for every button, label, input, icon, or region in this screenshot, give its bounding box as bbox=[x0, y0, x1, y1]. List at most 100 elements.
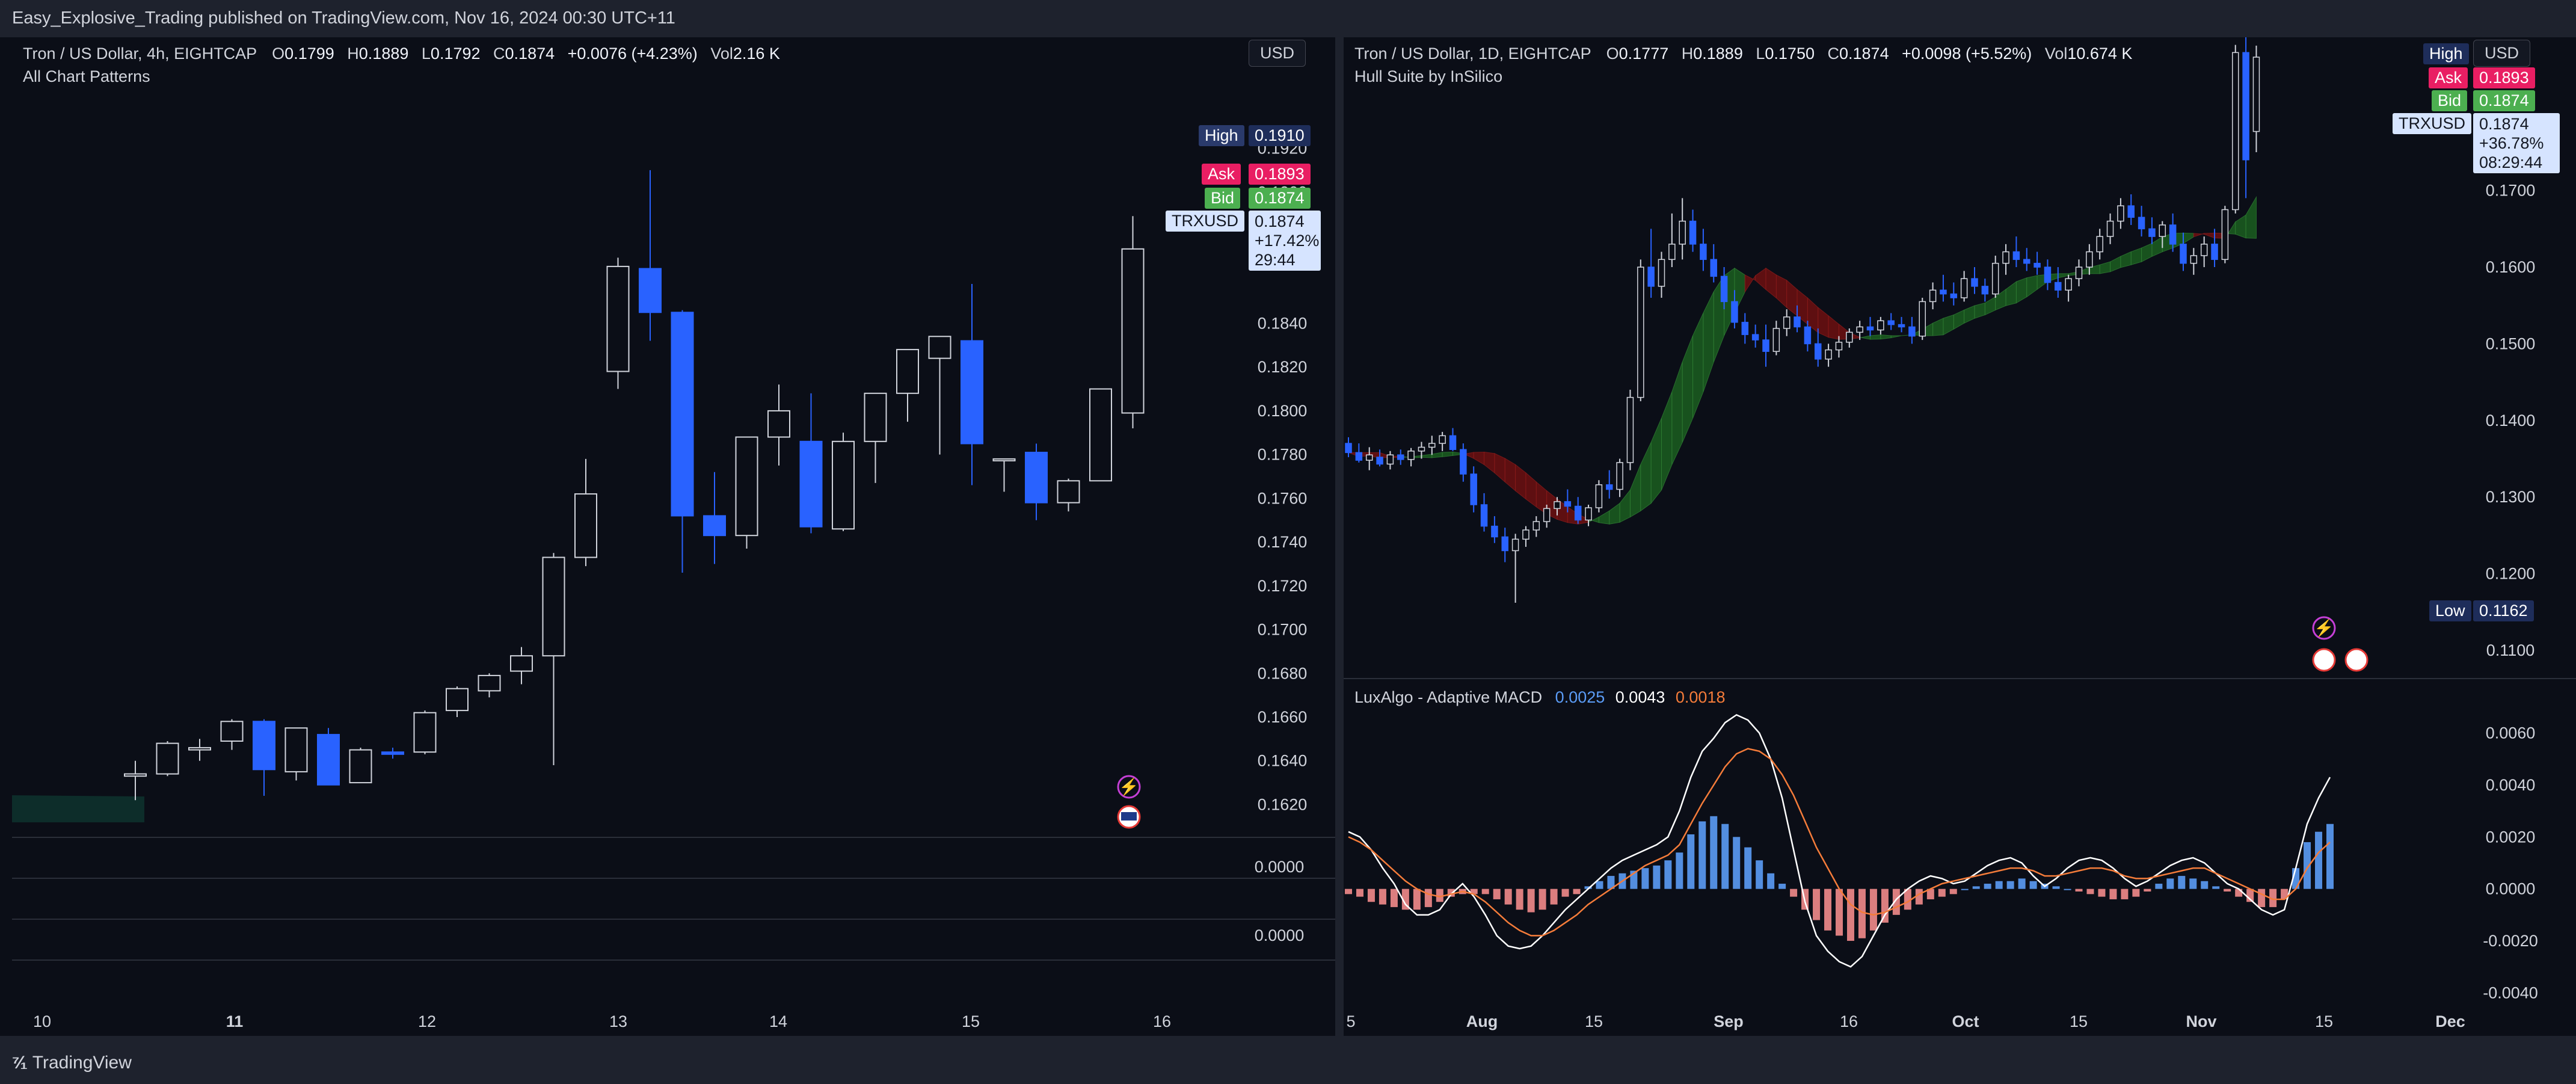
macd-histogram-bar bbox=[1858, 888, 1866, 938]
candle-body bbox=[1856, 326, 1863, 333]
candle-body bbox=[1365, 454, 1373, 461]
right-y-tick: 0.1300 bbox=[2486, 488, 2536, 506]
left-y-tick: 0.1660 bbox=[1258, 708, 1308, 726]
macd-histogram-bar bbox=[1550, 888, 1558, 905]
macd-histogram-bar bbox=[2326, 824, 2334, 889]
left-ohlc-legend: Tron / US Dollar, 4h, EIGHTCAP O0.1799 H… bbox=[23, 45, 780, 63]
right-countdown: 08:29:44 bbox=[2479, 153, 2543, 171]
right-ohlc-legend: Tron / US Dollar, 1D, EIGHTCAP O0.1777 H… bbox=[1354, 45, 2132, 63]
candle-body bbox=[1751, 334, 1759, 340]
candle-body bbox=[349, 749, 372, 784]
macd-histogram-bar bbox=[2121, 888, 2129, 899]
candle-body bbox=[896, 349, 919, 394]
candle-body bbox=[1835, 342, 1843, 351]
candle-body bbox=[220, 721, 244, 742]
candle-body bbox=[832, 440, 855, 530]
lightning-event-icon: ⚡ bbox=[1119, 777, 1139, 796]
macd-title[interactable]: LuxAlgo - Adaptive MACD bbox=[1354, 688, 1543, 706]
left-currency-button[interactable]: USD bbox=[1249, 40, 1306, 67]
candle-body bbox=[2211, 244, 2218, 260]
candle-body bbox=[1543, 508, 1551, 522]
right-y-tick: 0.1700 bbox=[2486, 182, 2536, 200]
right-x-tick: 15 bbox=[1585, 1012, 1603, 1030]
hull-band-segment bbox=[1431, 452, 1443, 458]
macd-histogram-bar bbox=[1573, 888, 1581, 895]
candle-body bbox=[2190, 255, 2198, 264]
right-indicator-name[interactable]: Hull Suite by InSilico bbox=[1354, 67, 1503, 85]
candle-body bbox=[478, 674, 501, 692]
macd-histogram-bar bbox=[2018, 878, 2026, 889]
left-sub-value: 0.0000 bbox=[1255, 926, 1305, 944]
hull-band-segment bbox=[2015, 277, 2027, 304]
macd-histogram-bar bbox=[1607, 876, 1615, 889]
right-low-tag-label: Low bbox=[2429, 600, 2471, 621]
right-chart-pane[interactable]: 0.1700 0.1600 0.1500 0.1400 0.1300 0.1200 0.11… bbox=[1344, 37, 2576, 1036]
right-y-tick: 0.1100 bbox=[2486, 641, 2535, 659]
macd-histogram-bar bbox=[1367, 888, 1375, 902]
macd-histogram-bar bbox=[1676, 852, 1683, 889]
macd-histogram-bar bbox=[1778, 884, 1786, 889]
candle-body bbox=[1731, 301, 1738, 323]
right-low-label: L bbox=[1756, 45, 1765, 63]
hull-band-segment bbox=[1775, 274, 1788, 309]
left-indicator-name[interactable]: All Chart Patterns bbox=[23, 67, 150, 85]
macd-histogram-bar bbox=[1949, 888, 1957, 895]
macd-histogram-bar bbox=[2006, 881, 2014, 889]
macd-histogram-bar bbox=[1470, 888, 1478, 895]
candle-body bbox=[2127, 205, 2135, 218]
lightning-event-icon bbox=[1117, 775, 1141, 799]
macd-histogram-bar bbox=[1698, 821, 1706, 889]
candle-body bbox=[2221, 209, 2229, 260]
candle-body bbox=[2044, 266, 2052, 283]
left-sub-value: 0.0000 bbox=[1255, 858, 1305, 876]
left-high-value: 0.1889 bbox=[358, 45, 409, 63]
macd-value-1: 0.0025 bbox=[1555, 688, 1605, 706]
hull-band-segment bbox=[1609, 502, 1620, 525]
macd-histogram-bar bbox=[2189, 878, 2197, 889]
macd-histogram-bar bbox=[2064, 888, 2071, 890]
tradingview-logo[interactable]: ⁷∕₁ TradingView bbox=[12, 1053, 132, 1073]
candle-body bbox=[2180, 244, 2187, 264]
hull-band-segment bbox=[1870, 334, 1881, 340]
macd-histogram-bar bbox=[1733, 837, 1741, 889]
left-chart-pane[interactable]: 0.19200.19000.18400.18200.18000.17800.17… bbox=[0, 37, 1335, 1036]
right-chart-canvas[interactable]: 0.1700 0.1600 0.1500 0.1400 0.1300 0.1200 0.11… bbox=[1344, 37, 2576, 1036]
hull-band-segment bbox=[1755, 267, 1766, 291]
right-ticker-tag: TRXUSD bbox=[2393, 113, 2472, 134]
published-text: Easy_Explosive_Trading published on Trad… bbox=[12, 8, 675, 28]
candle-body bbox=[1511, 538, 1519, 552]
macd-value-3: 0.0018 bbox=[1675, 688, 1726, 706]
macd-value-2: 0.0043 bbox=[1615, 688, 1665, 706]
candle-body bbox=[1491, 525, 1498, 538]
left-close-label: C bbox=[493, 45, 505, 63]
macd-histogram-bar bbox=[2201, 881, 2209, 889]
candle-body bbox=[735, 436, 758, 537]
hull-band-segment bbox=[1880, 334, 1892, 340]
hull-band-segment bbox=[1671, 362, 1683, 465]
candle-body bbox=[1574, 505, 1582, 521]
hull-band-segment bbox=[1598, 510, 1610, 525]
macd-histogram-bar bbox=[1836, 888, 1843, 936]
macd-histogram-bar bbox=[1379, 888, 1386, 905]
right-open-label: O bbox=[1606, 45, 1619, 63]
hull-band-segment bbox=[1890, 335, 1902, 339]
macd-histogram-bar bbox=[2304, 842, 2311, 889]
left-chart-canvas[interactable]: 0.19200.19000.18400.18200.18000.17800.17… bbox=[0, 37, 1335, 1036]
pattern-zone bbox=[12, 795, 144, 822]
candle-body bbox=[1658, 259, 1665, 287]
right-currency-button[interactable]: USD bbox=[2473, 40, 2531, 67]
macd-histogram-bar bbox=[1401, 888, 1409, 910]
hull-band-segment bbox=[1421, 454, 1433, 458]
candle-body bbox=[381, 751, 404, 755]
left-x-tick: 16 bbox=[1153, 1012, 1171, 1030]
hull-band-segment bbox=[1473, 451, 1485, 466]
macd-histogram-bar bbox=[1926, 888, 1934, 899]
lightning-event-icon bbox=[2312, 616, 2336, 640]
tradingview-logo-icon: ⁷∕₁ bbox=[12, 1053, 28, 1073]
candle-body bbox=[2138, 217, 2145, 230]
candle-body bbox=[1057, 480, 1080, 504]
right-close-value: 0.1874 bbox=[1839, 45, 1889, 63]
left-price-box: 0.1874 +17.42% 29:44 bbox=[1249, 211, 1321, 271]
macd-histogram-bar bbox=[1493, 888, 1501, 899]
right-high-value: 0.1889 bbox=[1693, 45, 1743, 63]
